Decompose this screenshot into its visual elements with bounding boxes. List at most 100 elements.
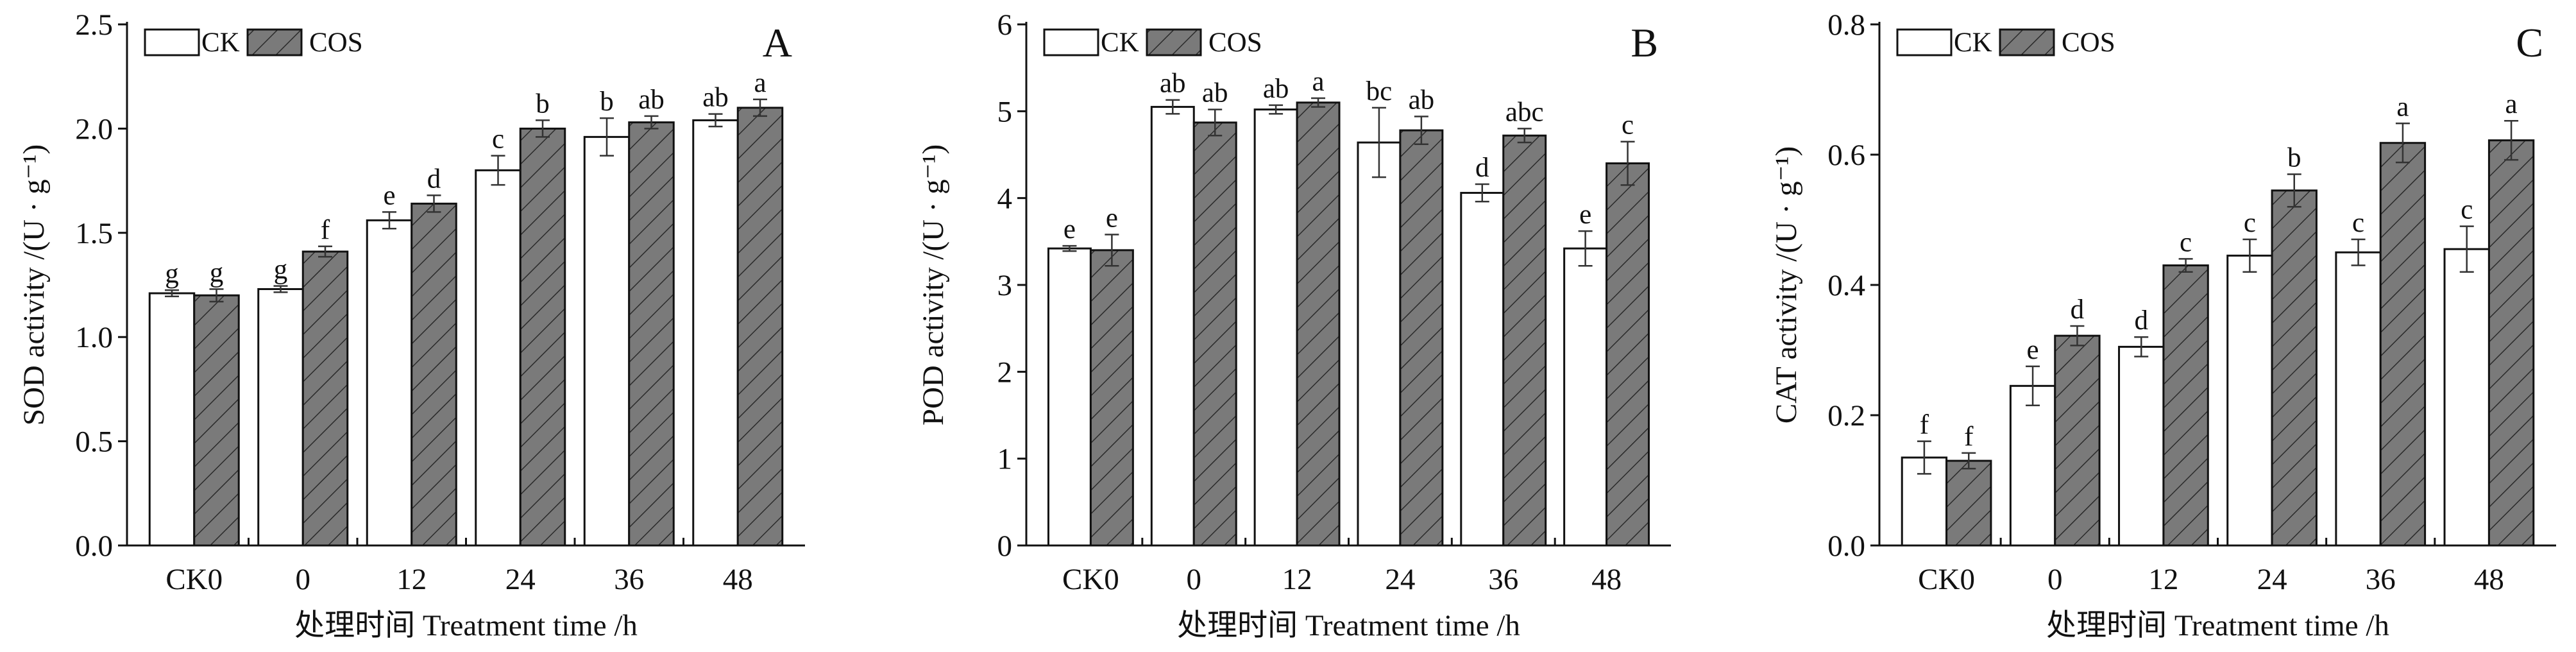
y-tick-label: 0.0 — [75, 529, 113, 563]
x-tick-label: 36 — [614, 563, 644, 596]
bar-ck — [366, 219, 413, 547]
y-tick-label: 0.4 — [1827, 269, 1865, 302]
significance-label: c — [2244, 208, 2256, 238]
y-tick-label: 4 — [997, 182, 1013, 216]
significance-label: d — [427, 164, 441, 194]
panel-letter: B — [1631, 20, 1658, 65]
significance-label: b — [536, 89, 550, 119]
bar-ck — [257, 287, 304, 547]
legend: CK COS — [144, 28, 363, 58]
y-tick-label: 0 — [997, 529, 1013, 563]
bar-ck — [1047, 247, 1092, 547]
x-tick-label: 24 — [2257, 563, 2287, 596]
y-tick-label: 6 — [997, 8, 1013, 42]
y-tick-label: 1.5 — [75, 217, 113, 250]
bar-ck — [148, 292, 196, 547]
significance-label: e — [2027, 335, 2039, 365]
significance-label: c — [492, 124, 504, 155]
significance-label: a — [754, 68, 766, 98]
significance-label: d — [2134, 305, 2148, 336]
legend: CK COS — [1043, 28, 1262, 58]
significance-label: e — [383, 180, 395, 210]
bar-ck — [1563, 247, 1608, 547]
x-tick-label: 24 — [1385, 563, 1415, 596]
bar-cos — [2271, 189, 2318, 547]
significance-label: a — [2396, 92, 2409, 122]
significance-label: ab — [1263, 74, 1289, 104]
significance-label: b — [2287, 142, 2301, 173]
significance-label: e — [1063, 214, 1076, 244]
significance-label: bc — [1366, 76, 1393, 107]
bar-cos — [1296, 101, 1341, 547]
y-tick-label: 2.5 — [75, 8, 113, 42]
x-tick-label: 36 — [2366, 563, 2396, 596]
bar-cos — [628, 121, 675, 547]
panel-letter: A — [763, 20, 792, 65]
significance-label: f — [321, 215, 330, 245]
legend-label-ck: CK — [201, 28, 240, 58]
significance-label: a — [1312, 67, 1325, 97]
legend: CK COS — [1896, 28, 2115, 58]
bar-cos — [2379, 142, 2427, 547]
bar-cos — [736, 107, 784, 547]
x-axis-title: 处理时间 Treatment time /h — [1177, 609, 1520, 642]
significance-label: b — [600, 87, 614, 117]
y-tick-label: 0.5 — [75, 425, 113, 459]
x-tick-label: CK0 — [1918, 563, 1975, 596]
significance-label: ab — [1409, 85, 1435, 115]
bar-ck — [2443, 248, 2490, 547]
bar-cos — [1399, 129, 1444, 547]
significance-label: e — [1106, 203, 1118, 234]
y-tick-label: 5 — [997, 95, 1013, 128]
legend-swatch-cos — [1999, 28, 2055, 56]
x-tick-label: 24 — [505, 563, 536, 596]
bar-ck — [1253, 108, 1298, 547]
x-tick-label: 48 — [1591, 563, 1622, 596]
x-tick-label: 36 — [1488, 563, 1518, 596]
significance-label: c — [1622, 110, 1634, 141]
y-tick-label: 3 — [997, 269, 1013, 302]
significance-label: g — [210, 257, 224, 287]
y-tick-label: 0.8 — [1827, 8, 1865, 42]
chart-panel-c: 0.0 0.2 0.4 0.6 0.8 CK0 f f 0 e d 12 d c 24 c b 36 c a 48 c a 处… — [1770, 8, 2556, 642]
significance-label: c — [2180, 227, 2192, 257]
legend-label-cos: COS — [2062, 28, 2115, 58]
bar-cos — [193, 294, 240, 547]
legend-swatch-ck — [1043, 28, 1099, 56]
x-tick-label: 0 — [1187, 563, 1202, 596]
significance-label: f — [1920, 410, 1929, 440]
x-tick-label: 12 — [1282, 563, 1312, 596]
significance-label: c — [2461, 195, 2473, 225]
x-tick-label: CK0 — [165, 563, 223, 596]
y-tick-label: 2.0 — [75, 112, 113, 146]
bar-ck — [1357, 141, 1402, 547]
legend-label-ck: CK — [1101, 28, 1139, 58]
y-tick-label: 0.6 — [1827, 139, 1865, 172]
significance-label: g — [274, 255, 288, 285]
bar-cos — [2162, 264, 2209, 547]
x-axis-title: 处理时间 Treatment time /h — [2046, 609, 2389, 642]
bar-cos — [1089, 249, 1134, 547]
significance-label: ab — [638, 85, 665, 115]
y-tick-label: 2 — [997, 356, 1013, 389]
bar-ck — [2335, 251, 2382, 547]
x-axis-title: 处理时间 Treatment time /h — [294, 609, 638, 642]
significance-label: d — [1475, 153, 1489, 183]
legend-swatch-ck — [1896, 28, 1953, 56]
legend-label-ck: CK — [1954, 28, 1992, 58]
legend-label-cos: COS — [1208, 28, 1262, 58]
bar-cos — [1606, 162, 1650, 547]
bar-ck — [583, 135, 631, 547]
legend-swatch-cos — [1146, 28, 1202, 56]
significance-label: e — [1579, 200, 1591, 230]
bar-cos — [519, 127, 566, 547]
bar-ck — [1460, 192, 1505, 547]
legend-label-cos: COS — [309, 28, 363, 58]
significance-label: f — [1964, 422, 1974, 452]
significance-label: d — [2071, 295, 2085, 325]
legend-swatch-ck — [144, 28, 200, 56]
bar-cos — [2054, 334, 2101, 547]
bar-cos — [2487, 139, 2535, 547]
significance-label: c — [2352, 208, 2364, 238]
